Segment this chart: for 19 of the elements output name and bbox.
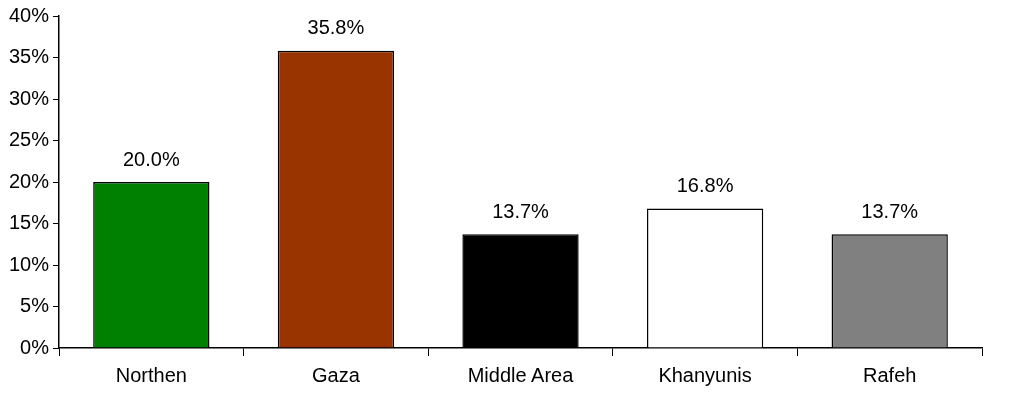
data-label: 35.8% [307,16,365,39]
x-tick-label: Gaza [312,363,361,386]
x-tick-label: Rafeh [863,363,917,386]
y-tick-label: 40% [9,3,50,26]
x-tick-label: Khanyunis [658,363,752,386]
y-tick-label: 25% [9,128,50,151]
y-tick-label: 0% [20,335,50,358]
y-tick-label: 10% [9,252,50,275]
data-label: 13.7% [861,199,919,222]
y-tick-label: 30% [9,86,50,109]
y-tick-label: 5% [20,294,50,317]
data-label: 13.7% [492,199,550,222]
data-label: 16.8% [676,174,734,197]
x-tick-label: Middle Area [467,363,575,386]
data-label: 20.0% [122,147,180,170]
y-tick-label: 20% [9,169,50,192]
x-tick-label: Northen [115,363,187,386]
y-tick-label: 15% [9,211,50,234]
y-tick-label: 35% [9,45,50,68]
